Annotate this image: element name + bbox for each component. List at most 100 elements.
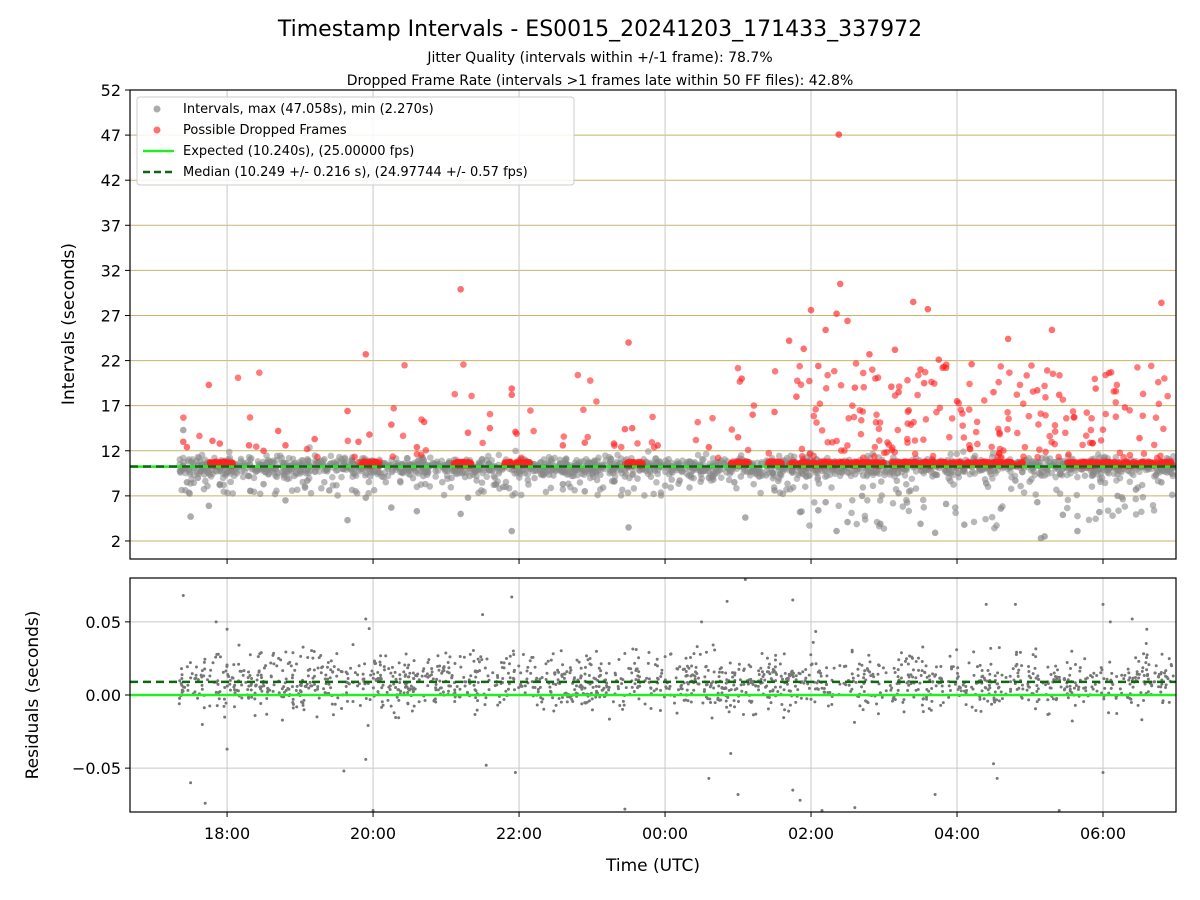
residual-point (1093, 682, 1097, 686)
residual-point (925, 688, 929, 692)
residual-point (712, 670, 716, 674)
residual-point (1009, 689, 1013, 693)
residual-point (707, 776, 711, 780)
residual-point (459, 665, 463, 669)
residual-point (701, 701, 705, 705)
residual-point (711, 643, 715, 647)
residual-point (371, 686, 375, 690)
residual-point (622, 703, 626, 707)
residual-point (637, 656, 641, 660)
residual-point (301, 645, 305, 649)
residual-point (732, 699, 736, 703)
residual-point (1011, 667, 1015, 671)
residual-point (767, 696, 771, 700)
residual-point (483, 703, 487, 707)
interval-point (278, 454, 286, 462)
residual-point (871, 672, 875, 676)
interval-point (585, 458, 593, 465)
dropped-frame-point (451, 390, 459, 398)
residual-point (536, 687, 540, 691)
residual-point (1026, 682, 1030, 686)
residual-point (825, 682, 829, 686)
residual-point (379, 673, 383, 677)
residual-point (406, 675, 410, 679)
residual-point (862, 672, 866, 676)
residual-point (1145, 668, 1149, 672)
residual-point (1095, 673, 1099, 677)
dropped-frame-point (965, 406, 973, 413)
residual-point (990, 702, 994, 706)
residual-point (1027, 664, 1031, 668)
dropped-frame-point (798, 452, 806, 460)
residual-point (930, 686, 934, 690)
residual-point (988, 672, 992, 676)
residual-point (893, 671, 897, 675)
residual-point (914, 660, 918, 664)
residual-point (583, 672, 587, 676)
dropped-frame-point (486, 424, 494, 432)
interval-point (432, 467, 439, 475)
residual-point (591, 685, 595, 689)
residual-point (1105, 677, 1109, 681)
residual-point (1137, 672, 1141, 676)
residual-point (392, 682, 396, 686)
dropped-frame-point (1035, 421, 1042, 428)
residual-point (757, 673, 761, 677)
residual-point (982, 697, 986, 701)
residual-point (539, 696, 543, 700)
dropped-frame-point (1004, 335, 1012, 343)
residual-point (218, 655, 222, 659)
interval-point (1020, 489, 1028, 496)
residual-point (780, 702, 784, 706)
residual-point (616, 685, 620, 689)
interval-point (997, 505, 1005, 512)
residual-point (208, 704, 212, 708)
interval-point (229, 490, 237, 497)
residual-point (200, 687, 204, 691)
dropped-frame-point (953, 459, 961, 467)
residual-point (940, 684, 944, 688)
interval-point (478, 479, 486, 486)
interval-point (186, 468, 193, 476)
residual-point (1091, 687, 1095, 691)
interval-point (524, 476, 532, 484)
residual-point (872, 675, 876, 679)
residual-point (643, 702, 647, 706)
interval-point (1088, 483, 1096, 490)
dropped-frame-point (844, 442, 851, 449)
residual-point (324, 673, 328, 677)
residual-point (235, 688, 239, 692)
residual-point (732, 683, 736, 687)
dropped-frame-point (593, 398, 600, 405)
residual-point (353, 671, 357, 675)
residual-point (678, 665, 682, 669)
residual-point (621, 707, 625, 711)
dropped-frame-point (628, 424, 636, 432)
residual-point (290, 685, 294, 689)
residual-point (357, 664, 361, 668)
residual-point (362, 677, 366, 681)
residual-point (1008, 674, 1012, 678)
interval-point (283, 475, 291, 483)
residual-point (1163, 671, 1167, 675)
interval-point (931, 529, 939, 537)
legend-expected-label: Expected (10.240s), (25.00000 fps) (183, 144, 414, 159)
residual-point (906, 662, 910, 666)
residual-point (1129, 697, 1133, 701)
interval-point (304, 455, 311, 463)
residual-point (953, 682, 957, 686)
residual-point (1164, 683, 1168, 687)
interval-point (725, 476, 733, 484)
residual-point (720, 686, 724, 690)
interval-point (752, 470, 760, 478)
residual-point (623, 651, 627, 655)
dropped-frame-point (1158, 299, 1165, 307)
residual-point (407, 688, 411, 692)
residual-point (595, 649, 599, 653)
residual-point (240, 696, 244, 700)
interval-point (636, 467, 643, 474)
interval-point (753, 459, 761, 467)
residual-point (1145, 653, 1149, 657)
residual-point (594, 684, 598, 688)
interval-point (340, 458, 347, 466)
